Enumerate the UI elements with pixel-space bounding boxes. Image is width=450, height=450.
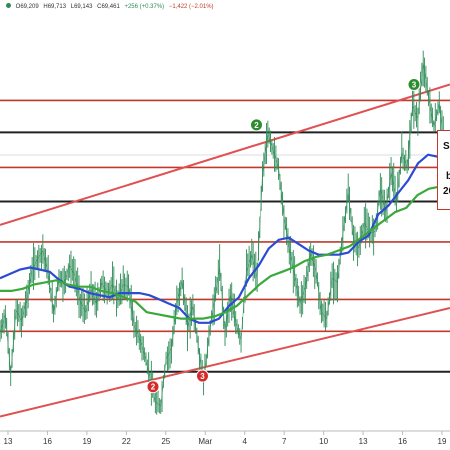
wave-marker [196,369,209,383]
x-tick-label: 16 [398,437,407,446]
annotation-line-1: Se [443,141,450,152]
price-path [0,63,450,407]
x-tick-label: 10 [319,437,328,446]
wave-marker [407,77,421,91]
x-tick-label: 22 [122,437,131,446]
wave-marker [250,118,263,132]
x-tick-label: 19 [82,437,91,446]
wave-marker-label: 2 [254,121,259,130]
low-value: L69,143 [70,4,93,10]
wave-marker-label: 2 [151,383,156,392]
ma-200-line [0,185,441,320]
x-tick-label: 4 [243,437,248,446]
close-value: C69,461 [97,4,120,10]
x-tick-label: 13 [4,437,13,446]
change-vs-high-value: −1,422 (−2.01%) [168,4,214,10]
x-tick-label: Mar [198,437,212,446]
x-tick-label: 7 [282,437,287,446]
wave-marker-label: 3 [200,372,205,381]
x-tick-label: 13 [359,437,368,446]
change-value: +256 (+0.37%) [124,4,165,10]
high-value: H69,713 [43,4,67,10]
wave-marker [146,380,160,394]
annotation-line-3: bi [446,171,450,182]
open-value: O69,209 [15,4,39,10]
annotation-line-4: 20 [443,186,450,197]
x-tick-label: 25 [161,437,170,446]
annotation-line-2: c [443,154,450,169]
trend-line [0,83,450,226]
symbol-icon [6,3,11,8]
trend-line [0,306,450,418]
x-tick-label: 19 [438,437,447,446]
wave-marker-label: 3 [412,80,417,89]
x-tick-label: 16 [43,437,52,446]
ohlc-header: O69,209 H69,713 L69,143 C69,461 +256 (+0… [6,3,217,10]
annotation-box: Se c bi 20 [437,130,450,210]
